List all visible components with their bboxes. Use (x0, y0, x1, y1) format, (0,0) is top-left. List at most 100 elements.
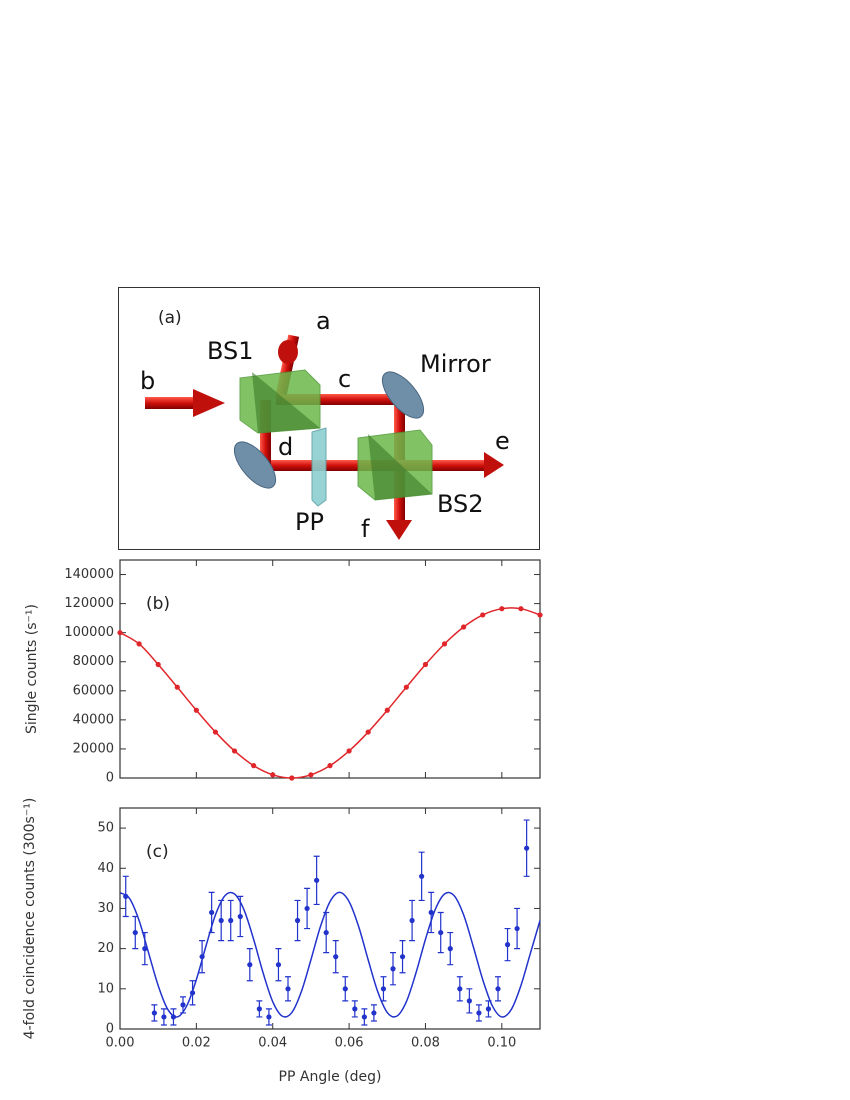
data-point (151, 1010, 157, 1016)
data-point (247, 962, 253, 968)
data-point (218, 917, 224, 924)
x-tick-label: 0.00 (106, 1036, 135, 1051)
diagram-panel: (a) a BS1 b c Mirror d e PP f BS2 (118, 287, 540, 550)
port-label: e (495, 427, 510, 455)
data-point (390, 966, 396, 972)
data-point (371, 1010, 377, 1016)
beam (276, 394, 402, 405)
data-point (537, 612, 543, 618)
data-point (228, 917, 234, 924)
data-point (428, 909, 434, 916)
phase-plate (311, 427, 327, 507)
component-label: BS2 (437, 490, 484, 518)
data-point (136, 641, 142, 647)
data-point (285, 986, 291, 992)
y-tick-label: 50 (97, 821, 114, 836)
data-point (384, 707, 390, 713)
data-point (174, 684, 180, 690)
data-point (308, 772, 314, 778)
port-label: b (140, 367, 155, 395)
y-tick-label: 60000 (73, 683, 114, 698)
data-point (161, 1014, 167, 1020)
y-tick-label: 20000 (73, 741, 114, 756)
y-tick-label: 0 (106, 1022, 114, 1037)
panel-frame (118, 287, 540, 550)
data-point (180, 1002, 186, 1008)
data-point (193, 707, 199, 713)
data-point (447, 946, 453, 952)
data-point (155, 661, 161, 668)
y-tick-label: 0 (106, 771, 114, 786)
data-point (304, 905, 310, 912)
mirror (381, 371, 425, 419)
data-point (457, 986, 463, 992)
y-axis-label: 4-fold coincidence counts (300s⁻¹) (22, 798, 38, 1040)
y-tick-label: 100000 (64, 625, 114, 640)
data-point (342, 986, 348, 992)
beam-splitter-face (368, 434, 432, 500)
data-point (403, 684, 409, 690)
data-point (237, 913, 243, 920)
data-point (419, 873, 425, 879)
data-point (485, 1006, 492, 1012)
data-point (132, 929, 138, 936)
beam (145, 397, 197, 409)
port-label: f (361, 515, 370, 543)
data-point (289, 775, 295, 781)
port-label: a (316, 307, 331, 335)
y-tick-label: 40000 (73, 712, 114, 727)
data-point (499, 606, 505, 612)
data-point (209, 909, 215, 916)
data-point (399, 954, 406, 960)
data-point (346, 748, 352, 754)
path-label: d (278, 433, 293, 461)
y-tick-label: 120000 (64, 596, 114, 611)
x-tick-label: 0.08 (411, 1036, 440, 1051)
data-point (380, 986, 387, 992)
data-point (438, 929, 444, 936)
data-point (352, 1006, 358, 1012)
data-point (212, 729, 219, 735)
y-tick-label: 140000 (64, 567, 114, 582)
plot-frame (119, 807, 541, 1030)
arrow-head (386, 520, 412, 540)
data-point (466, 998, 472, 1004)
beam-splitter-face (252, 372, 320, 433)
y-tick-label: 80000 (73, 654, 114, 669)
y-axis-label: Single counts (s⁻¹) (24, 604, 40, 734)
fit-line (119, 891, 541, 1018)
arrow-head (193, 389, 225, 417)
data-point (142, 946, 148, 952)
component-label: PP (295, 508, 324, 536)
x-tick-label: 0.04 (258, 1036, 287, 1051)
x-tick-label: 0.06 (335, 1036, 364, 1051)
data-point (461, 624, 467, 630)
y-tick-label: 30 (97, 901, 114, 916)
plot-frame (119, 559, 541, 779)
data-point (266, 1014, 272, 1020)
x-tick-label: 0.10 (487, 1036, 516, 1051)
data-point (251, 763, 257, 769)
data-point (314, 877, 320, 883)
data-point (231, 748, 238, 754)
component-label: BS1 (207, 337, 254, 365)
y-tick-label: 20 (97, 941, 114, 956)
arrow-head (484, 452, 504, 478)
data-point (323, 929, 329, 936)
component-label: Mirror (420, 350, 491, 378)
panel-label: (b) (146, 594, 170, 614)
data-point (422, 661, 429, 668)
x-tick-label: 0.02 (182, 1036, 211, 1051)
mirror (233, 441, 277, 489)
panel-label: (a) (158, 308, 182, 328)
y-tick-label: 10 (97, 981, 114, 996)
data-point (409, 917, 415, 924)
data-point (441, 641, 448, 647)
data-point (333, 954, 339, 960)
fit-line (119, 607, 541, 779)
data-point (524, 845, 530, 851)
arrow-head (278, 340, 298, 364)
data-point (480, 612, 486, 618)
data-point (518, 606, 524, 612)
